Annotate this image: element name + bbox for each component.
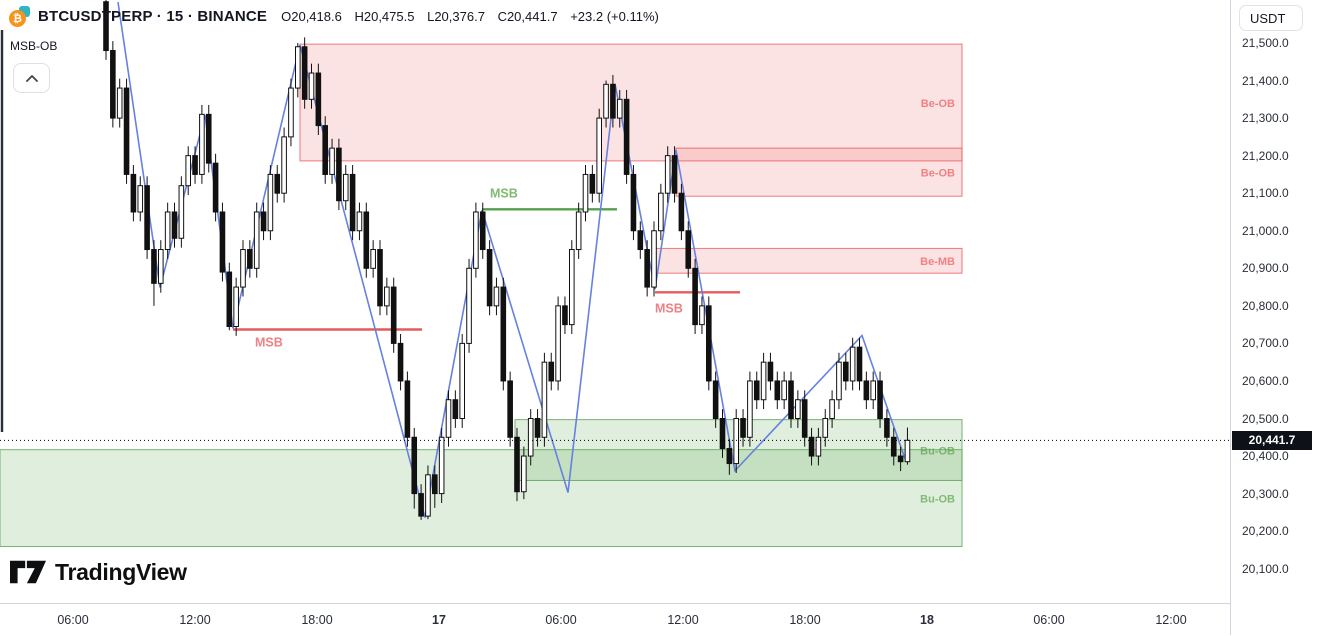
time-tick-label: 12:00 bbox=[1155, 613, 1187, 627]
symbol-logo: ₿ bbox=[9, 5, 31, 27]
price-tick-label: 21,000.0 bbox=[1242, 223, 1289, 238]
ohlc-values: O20,418.6 H20,475.5 L20,376.7 C20,441.7 … bbox=[281, 9, 668, 24]
msb-bearish-2-label: MSB bbox=[655, 301, 683, 315]
time-tick-label: 12:00 bbox=[667, 613, 699, 627]
price-tick-label: 20,100.0 bbox=[1242, 561, 1289, 576]
price-chart[interactable]: Be-OB Be-OB Be-MB Bu-OB Bu-OB MSB MSB MSB bbox=[0, 0, 1231, 603]
time-tick-label: 17 bbox=[432, 613, 446, 627]
symbol-title[interactable]: BTCUSDTPERP · 15 · BINANCE bbox=[38, 7, 268, 25]
time-tick-label: 12:00 bbox=[179, 613, 211, 627]
price-chart-svg[interactable]: Be-OB Be-OB Be-MB Bu-OB Bu-OB MSB MSB MSB bbox=[0, 0, 1231, 603]
price-tick-label: 21,200.0 bbox=[1242, 148, 1289, 163]
price-tick-label: 20,700.0 bbox=[1242, 336, 1289, 351]
bitcoin-icon: ₿ bbox=[9, 10, 26, 27]
bearish-order-block-2 bbox=[675, 147, 963, 197]
tradingview-logo-text: TradingView bbox=[55, 558, 187, 585]
msb-bearish-1-label: MSB bbox=[255, 336, 283, 350]
currency-toggle-button[interactable]: USDT bbox=[1239, 5, 1303, 31]
time-tick-label: 06:00 bbox=[545, 613, 577, 627]
collapse-indicator-button[interactable] bbox=[13, 63, 50, 93]
price-tick-label: 20,300.0 bbox=[1242, 486, 1289, 501]
bullish-order-block-2 bbox=[0, 449, 963, 548]
current-price-badge: 20,441.7 bbox=[1232, 430, 1312, 450]
ohlc-open: O20,418.6 bbox=[281, 8, 342, 24]
time-tick-label: 06:00 bbox=[57, 613, 89, 627]
tradingview-logo-icon bbox=[10, 560, 46, 584]
ohlc-change: +23.2 (+0.11%) bbox=[570, 8, 659, 24]
msb-lines: MSB MSB MSB bbox=[233, 186, 740, 350]
price-scale[interactable]: USDT 21,500.0 21,400.0 21,300.0 21,200.0 21,… bbox=[1230, 0, 1317, 635]
tradingview-logo[interactable]: TradingView bbox=[10, 556, 187, 588]
bullish-order-block-2-label: Bu-OB bbox=[920, 493, 955, 505]
bearish-order-block-2-label: Be-OB bbox=[921, 168, 955, 180]
indicator-title[interactable]: MSB-OB bbox=[10, 39, 58, 53]
ohlc-high: H20,475.5 bbox=[354, 8, 415, 24]
bearish-mitigation-block bbox=[654, 247, 963, 274]
price-tick-label: 21,400.0 bbox=[1242, 73, 1289, 88]
price-tick-label: 20,400.0 bbox=[1242, 449, 1289, 464]
ohlc-low: L20,376.7 bbox=[427, 8, 485, 24]
chevron-up-icon bbox=[25, 74, 38, 82]
time-tick-label: 18 bbox=[920, 613, 934, 627]
bearish-order-block-1-label: Be-OB bbox=[921, 98, 955, 110]
price-tick-label: 21,100.0 bbox=[1242, 186, 1289, 201]
price-tick-label: 21,300.0 bbox=[1242, 111, 1289, 126]
time-tick-label: 18:00 bbox=[301, 613, 333, 627]
bullish-order-block-1-label: Bu-OB bbox=[920, 445, 955, 457]
bearish-mitigation-block-label: Be-MB bbox=[920, 256, 955, 268]
ohlc-close: C20,441.7 bbox=[497, 8, 558, 24]
price-tick-label: 20,200.0 bbox=[1242, 524, 1289, 539]
price-tick-label: 20,900.0 bbox=[1242, 261, 1289, 276]
price-tick-label: 21,500.0 bbox=[1242, 36, 1289, 50]
time-tick-label: 18:00 bbox=[789, 613, 821, 627]
order-block-boxes: Be-OB Be-OB Be-MB Bu-OB Bu-OB bbox=[0, 43, 963, 548]
symbol-header: ₿ BTCUSDTPERP · 15 · BINANCE O20,418.6 H… bbox=[9, 4, 668, 28]
price-tick-label: 20,800.0 bbox=[1242, 298, 1289, 313]
bearish-order-block-1 bbox=[299, 43, 963, 162]
price-tick-label: 20,600.0 bbox=[1242, 373, 1289, 388]
candles-layer bbox=[103, 0, 911, 520]
time-scale[interactable]: 06:00 12:00 18:00 17 06:00 12:00 18:00 18 06:00 1… bbox=[0, 603, 1317, 636]
msb-bullish-1-label: MSB bbox=[490, 186, 518, 200]
price-tick-label: 20,500.0 bbox=[1242, 411, 1289, 426]
time-tick-label: 06:00 bbox=[1033, 613, 1065, 627]
